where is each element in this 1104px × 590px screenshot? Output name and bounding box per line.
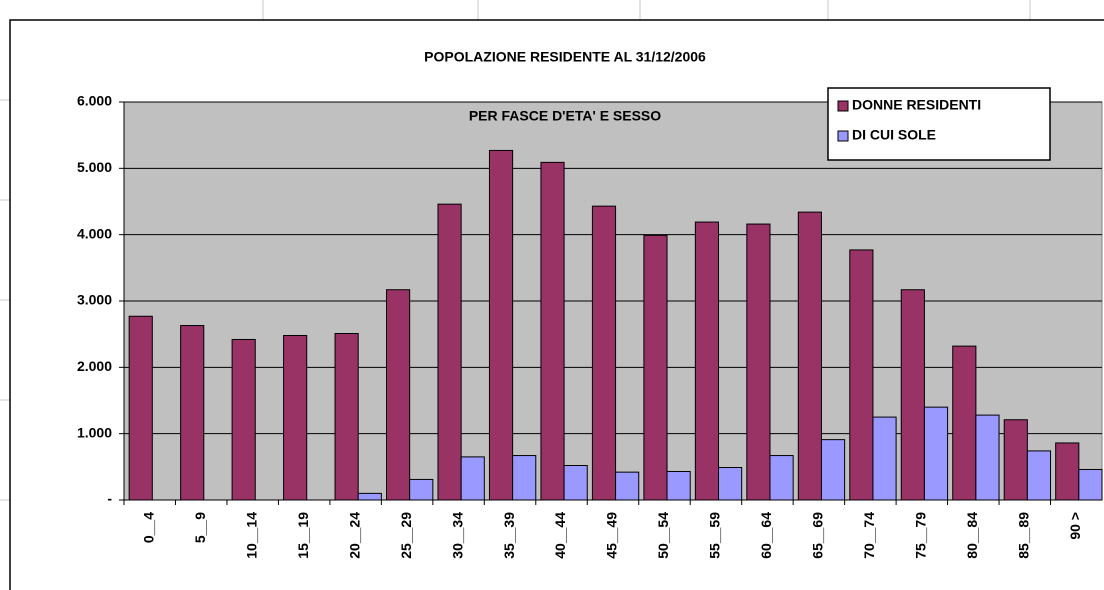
bar (357, 492, 382, 501)
x-tick-label: 60__64 (758, 512, 774, 559)
x-tick-label: 90 > (1067, 512, 1083, 540)
bar (1026, 450, 1052, 501)
x-tick-label: 85__89 (1015, 512, 1031, 559)
chart-title: POPOLAZIONE RESIDENTE AL 31/12/2006 (424, 49, 706, 65)
x-tick-label: 70__74 (861, 512, 877, 559)
x-tick-label: 25__29 (398, 512, 414, 559)
bar (540, 161, 565, 501)
bar (283, 334, 308, 501)
y-tick-label: 1.000 (77, 424, 112, 440)
x-tick-label: 5__9 (192, 512, 208, 543)
chart-subtitle: PER FASCE D'ETA' E SESSO (469, 108, 661, 124)
legend (827, 87, 1051, 161)
bar (797, 211, 822, 501)
legend-swatch (837, 100, 849, 112)
bar (128, 315, 153, 501)
bar (820, 439, 846, 501)
y-tick-label: 6.000 (77, 93, 112, 109)
bar (975, 414, 1000, 501)
y-tick-label: 4.000 (77, 225, 112, 241)
x-tick-label: 65__69 (810, 512, 826, 559)
bar (460, 456, 485, 501)
bar (512, 455, 537, 501)
bar (615, 471, 640, 501)
bar (591, 205, 617, 501)
bar (409, 478, 434, 501)
bar (746, 223, 771, 501)
x-tick-label: 10__14 (243, 512, 259, 559)
bar (849, 249, 874, 501)
bar (694, 221, 720, 501)
bar (952, 345, 977, 501)
bar (900, 289, 925, 501)
bar (563, 465, 588, 501)
y-tick-label: 5.000 (77, 159, 112, 175)
bar (437, 203, 462, 501)
bar (231, 338, 256, 501)
x-tick-label: 35__39 (501, 512, 517, 559)
legend-label: DI CUI SOLE (852, 127, 936, 143)
y-tick-label: 2.000 (77, 358, 112, 374)
x-tick-label: 30__34 (449, 512, 465, 559)
x-tick-label: 0__4 (140, 512, 156, 543)
bar (769, 455, 794, 501)
x-tick-label: 15__19 (295, 512, 311, 559)
y-tick-label: - (107, 491, 112, 507)
x-tick-label: 50__54 (655, 512, 671, 559)
bar (1055, 442, 1080, 501)
bar (923, 406, 949, 501)
bar (718, 466, 743, 501)
legend-label: DONNE RESIDENTI (852, 97, 981, 113)
bar (1078, 468, 1103, 501)
x-tick-label: 75__79 (913, 512, 929, 559)
x-tick-label: 20__24 (346, 512, 362, 559)
bar (872, 416, 897, 501)
bar (666, 470, 691, 501)
x-tick-label: 40__44 (552, 512, 568, 559)
x-tick-label: 45__49 (604, 512, 620, 559)
bar (488, 149, 514, 501)
bar (180, 325, 205, 501)
y-tick-label: 3.000 (77, 292, 112, 308)
x-tick-label: 55__59 (707, 512, 723, 559)
bar (334, 333, 359, 501)
bar (643, 234, 668, 501)
spreadsheet-grid (0, 0, 1031, 501)
bar (386, 289, 411, 501)
legend-swatch (837, 130, 849, 142)
x-tick-label: 80__84 (964, 512, 980, 559)
bar (1003, 419, 1028, 501)
